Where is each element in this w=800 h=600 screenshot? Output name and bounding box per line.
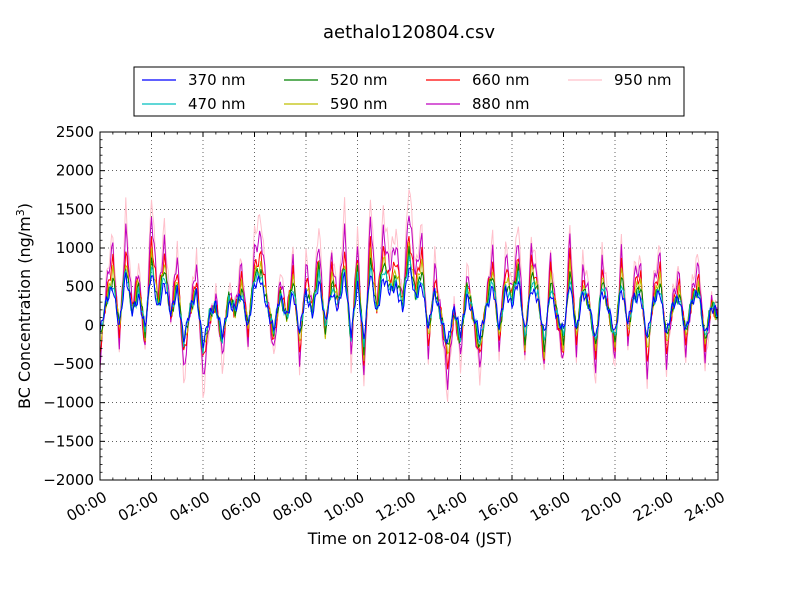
- y-axis-label-main: BC Concentration (ng/m: [15, 216, 34, 409]
- legend-label: 470 nm: [188, 95, 246, 113]
- y-tick-label: −1500: [43, 432, 94, 450]
- x-tick-label: 16:00: [476, 488, 522, 525]
- series-line-470-nm: [100, 255, 718, 354]
- y-tick-labels: −2000 −1500 −1000 −500 0 500 1000 1500 2000 2500: [43, 123, 94, 489]
- y-tick-label: 1000: [56, 239, 94, 257]
- legend-box: [133, 66, 685, 117]
- legend: 370 nm 470 nm 520 nm 590 nm 660 nm 880 nm 950 …: [142, 71, 672, 113]
- legend-label: 950 nm: [614, 71, 672, 89]
- y-tick-label: −2000: [43, 471, 94, 489]
- chart-title: aethalo120804.csv: [323, 22, 495, 43]
- y-tick-label: 0: [84, 316, 94, 334]
- series-line-880-nm: [100, 215, 718, 390]
- x-tick-label: 00:00: [64, 488, 110, 525]
- x-tick-label: 22:00: [630, 488, 676, 525]
- legend-label: 880 nm: [472, 95, 530, 113]
- x-tick-label: 04:00: [167, 488, 213, 525]
- x-axis-label: Time on 2012-08-04 (JST): [307, 529, 512, 548]
- y-axis-label-sup: 3: [14, 209, 27, 216]
- x-tick-labels: 00:00 02:00 04:00 06:00 08:00 10:00 12:00 14:00…: [64, 488, 728, 525]
- x-tick-label: 14:00: [424, 488, 470, 525]
- x-tick-label: 18:00: [527, 488, 573, 525]
- y-axis-label: BC Concentration (ng/m3): [14, 203, 35, 409]
- x-tick-label: 12:00: [373, 488, 419, 525]
- y-tick-label: 2500: [56, 123, 94, 141]
- series-line-370-nm: [100, 266, 718, 349]
- x-tick-label: 20:00: [579, 488, 625, 525]
- y-tick-label: 2000: [56, 162, 94, 180]
- plot-area: [99, 131, 719, 481]
- x-tick-label: 10:00: [321, 488, 367, 525]
- x-tick-label: 08:00: [270, 488, 316, 525]
- x-tick-label: 06:00: [218, 488, 264, 525]
- y-tick-label: 500: [65, 278, 94, 296]
- legend-label: 370 nm: [188, 71, 246, 89]
- y-tick-label: −1000: [43, 394, 94, 412]
- y-tick-label: −500: [53, 355, 94, 373]
- x-tick-label: 02:00: [115, 488, 161, 525]
- legend-label: 660 nm: [472, 71, 530, 89]
- legend-label: 590 nm: [330, 95, 388, 113]
- legend-label: 520 nm: [330, 71, 388, 89]
- y-axis-label-close: ): [15, 203, 34, 209]
- series-line-660-nm: [100, 236, 718, 370]
- x-tick-label: 24:00: [682, 488, 728, 525]
- series-line-950-nm: [100, 189, 718, 402]
- y-tick-label: 1500: [56, 200, 94, 218]
